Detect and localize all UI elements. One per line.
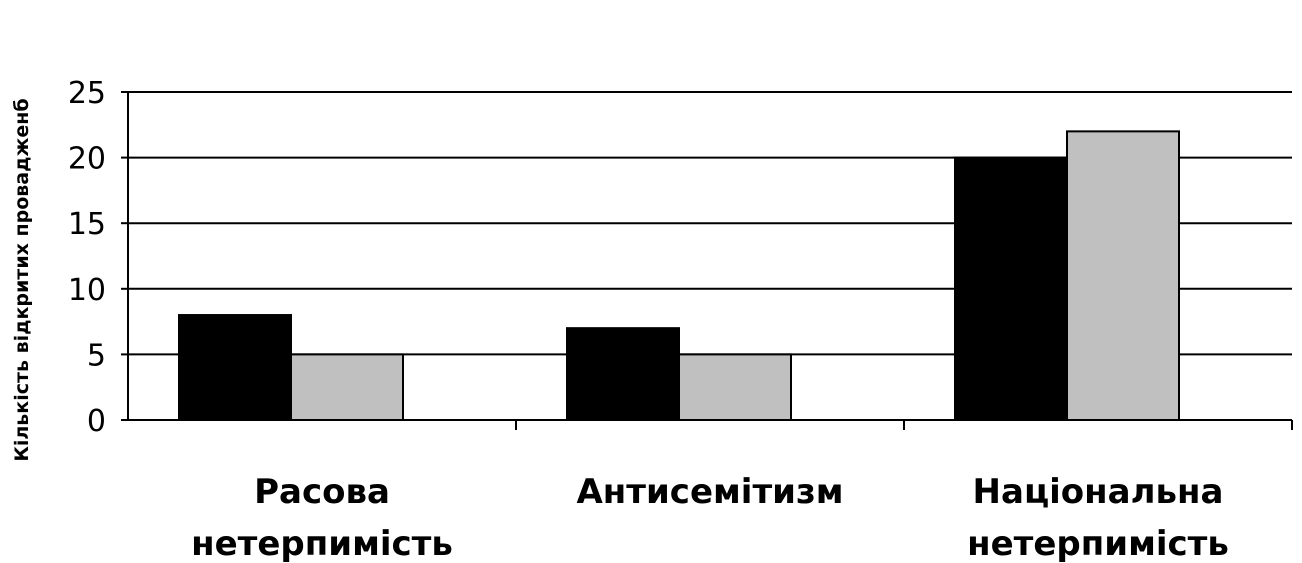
bar xyxy=(678,353,792,421)
y-axis-label: Кількість відкритих провадженб xyxy=(11,98,33,461)
x-category-label: нетерпимість xyxy=(191,524,453,563)
bar xyxy=(566,327,680,421)
y-tick-label: 10 xyxy=(68,273,106,308)
x-category-label: Антисемітизм xyxy=(576,472,843,512)
x-category-labels: Расова нетерпимість Антисемітизм Національн… xyxy=(191,472,1229,563)
y-tick-label: 0 xyxy=(87,404,106,439)
x-category-label: Расова xyxy=(254,472,390,512)
bars xyxy=(178,130,1180,422)
x-category-label: Національна xyxy=(973,472,1224,512)
bar xyxy=(178,314,292,422)
axes xyxy=(121,91,1293,430)
bar xyxy=(954,156,1068,421)
y-tick-label: 20 xyxy=(68,142,106,177)
y-tick-label: 25 xyxy=(68,76,106,111)
y-tick-label: 15 xyxy=(68,207,106,242)
y-tick-label: 5 xyxy=(87,338,106,373)
y-tick-labels: 0 5 10 15 20 25 xyxy=(68,76,106,439)
x-category-label: нетерпимість xyxy=(967,524,1229,563)
bar xyxy=(1066,130,1180,422)
bar xyxy=(290,353,404,421)
